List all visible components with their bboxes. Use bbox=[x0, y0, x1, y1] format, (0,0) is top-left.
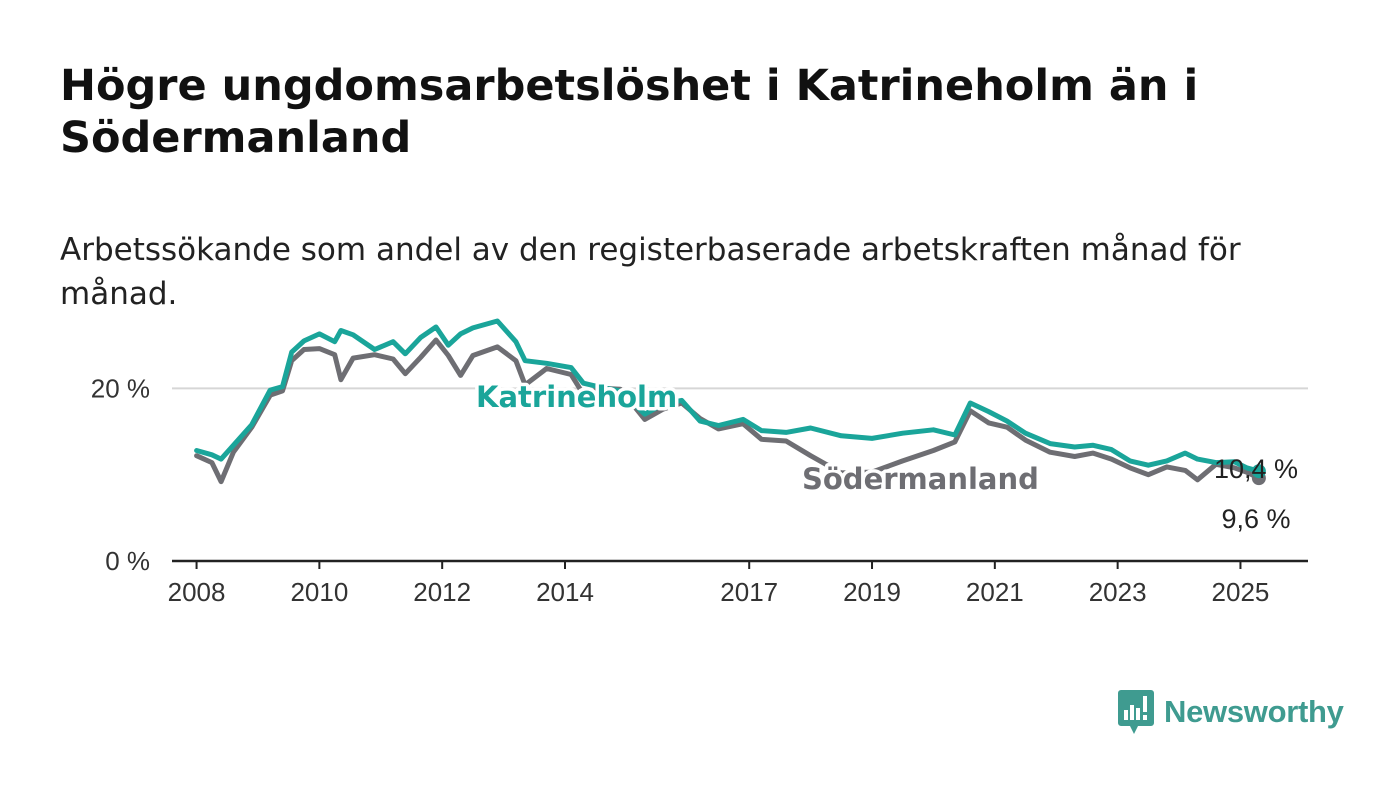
x-axis-ticks: 2008 2010 2012 2014 2017 2019 2021 2023 2025 bbox=[168, 561, 1270, 607]
x-tick-label: 2014 bbox=[536, 577, 594, 607]
x-tick-label: 2023 bbox=[1089, 577, 1147, 607]
x-tick-label: 2017 bbox=[720, 577, 778, 607]
series-line-sodermanland bbox=[194, 337, 1262, 485]
y-axis-ticks: 0 % 20 % bbox=[91, 373, 150, 576]
grid-lines bbox=[172, 387, 1308, 563]
y-tick-label: 0 % bbox=[105, 546, 150, 576]
end-label-katrineholm: 10,4 % bbox=[1214, 454, 1298, 484]
x-tick-label: 2019 bbox=[843, 577, 901, 607]
x-tick-label: 2021 bbox=[966, 577, 1024, 607]
series-label-katrineholm: Katrineholm bbox=[476, 380, 677, 414]
series-line-katrineholm bbox=[194, 318, 1262, 474]
x-tick-label: 2010 bbox=[290, 577, 348, 607]
x-tick-label: 2012 bbox=[413, 577, 471, 607]
series-label-sodermanland: Södermanland bbox=[802, 462, 1039, 496]
x-tick-label: 2025 bbox=[1212, 577, 1270, 607]
chart-title: Högre ungdomsarbetslöshet i Katrineholm … bbox=[60, 61, 1199, 163]
newsworthy-logo: Newsworthy bbox=[1118, 690, 1344, 734]
end-point-katrineholm bbox=[1251, 464, 1266, 479]
logo-text: Newsworthy bbox=[1164, 694, 1344, 729]
x-tick-label: 2008 bbox=[168, 577, 226, 607]
end-label-sodermanland: 9,6 % bbox=[1221, 504, 1290, 534]
chart-subtitle: Arbetssökande som andel av den registerb… bbox=[60, 232, 1241, 312]
y-tick-label: 20 % bbox=[91, 373, 150, 403]
bar-chart-speech-bubble-icon bbox=[1118, 690, 1154, 734]
series-lines bbox=[194, 318, 1266, 486]
